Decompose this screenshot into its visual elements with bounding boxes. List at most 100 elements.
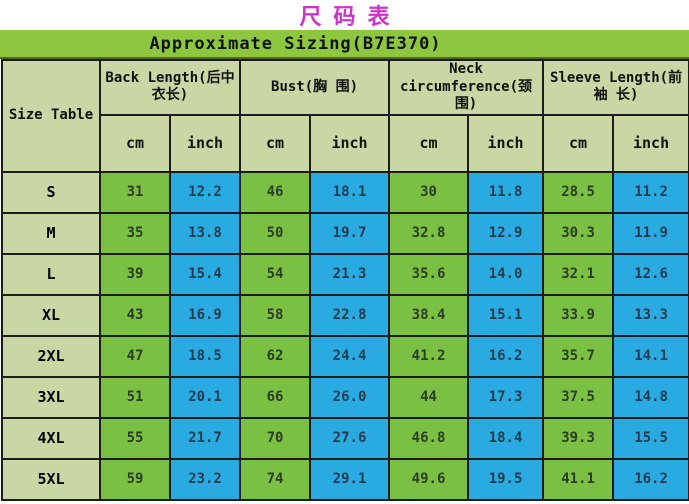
inch-value-cell: 19.5 (467, 457, 545, 501)
unit-header-inch: inch (612, 113, 689, 173)
page-title-bar: 尺码表 (0, 0, 689, 30)
table-unit-row: cm inch cm inch cm inch cm inch (2, 113, 689, 173)
cm-value-cell: 66 (239, 375, 312, 419)
inch-value-cell: 17.3 (467, 375, 545, 419)
cm-value-cell: 30.3 (542, 211, 615, 255)
size-label: L (1, 252, 101, 296)
size-label: M (1, 211, 101, 255)
inch-value-cell: 14.8 (612, 375, 689, 419)
cm-value-cell: 35.7 (542, 334, 615, 378)
table-row: S 31 12.2 46 18.1 30 11.8 28.5 11.2 (1, 170, 689, 214)
cm-value-cell: 33.9 (542, 293, 615, 337)
cm-value-cell: 54 (239, 252, 312, 296)
column-group-bust: Bust(胸 围) (239, 59, 391, 116)
table-row: L 39 15.4 54 21.3 35.6 14.0 32.1 12.6 (1, 252, 689, 296)
cm-value-cell: 47 (99, 334, 171, 378)
inch-value-cell: 12.6 (612, 252, 689, 296)
unit-header-cm: cm (542, 113, 615, 173)
cm-value-cell: 31 (99, 170, 171, 214)
inch-value-cell: 14.0 (467, 252, 545, 296)
table-title: Approximate Sizing(B7E370) (149, 33, 442, 54)
cm-value-cell: 37.5 (542, 375, 615, 419)
size-label: S (1, 170, 101, 214)
cm-value-cell: 70 (239, 416, 312, 460)
inch-value-cell: 29.1 (309, 457, 391, 501)
page-title: 尺码表 (299, 5, 402, 30)
inch-value-cell: 16.9 (168, 293, 242, 337)
inch-value-cell: 13.3 (612, 293, 689, 337)
cm-value-cell: 41.2 (388, 334, 470, 378)
size-table-corner-header: Size Table (1, 59, 101, 173)
table-row: M 35 13.8 50 19.7 32.8 12.9 30.3 11.9 (1, 211, 689, 255)
column-group-back-length: Back Length(后中衣长) (98, 59, 242, 116)
cm-value-cell: 46.8 (388, 416, 470, 460)
cm-value-cell: 55 (99, 416, 171, 460)
inch-value-cell: 11.8 (467, 170, 545, 214)
inch-value-cell: 11.9 (612, 211, 689, 255)
table-header-group-row: Size Table Back Length(后中衣长) Bust(胸 围) N… (1, 59, 689, 173)
inch-value-cell: 14.1 (612, 334, 689, 378)
unit-header-inch: inch (168, 113, 242, 173)
inch-value-cell: 21.3 (309, 252, 391, 296)
size-label: XL (1, 293, 101, 337)
cm-value-cell: 39.3 (542, 416, 615, 460)
unit-header-inch: inch (467, 113, 545, 173)
size-label: 3XL (1, 375, 101, 419)
table-body: S 31 12.2 46 18.1 30 11.8 28.5 11.2 M 35 13.8 50 19.7… (1, 170, 689, 501)
unit-header-cm: cm (388, 113, 470, 173)
inch-value-cell: 18.5 (168, 334, 242, 378)
size-label: 2XL (1, 334, 101, 378)
inch-value-cell: 24.4 (309, 334, 391, 378)
inch-value-cell: 11.2 (612, 170, 689, 214)
cm-value-cell: 58 (239, 293, 312, 337)
table-row: 5XL 59 23.2 74 29.1 49.6 19.5 41.1 16.2 (1, 457, 689, 501)
cm-value-cell: 44 (388, 375, 470, 419)
inch-value-cell: 16.2 (467, 334, 545, 378)
inch-value-cell: 22.8 (309, 293, 391, 337)
inch-value-cell: 18.1 (309, 170, 391, 214)
inch-value-cell: 27.6 (309, 416, 391, 460)
table-row: 3XL 51 20.1 66 26.0 44 17.3 37.5 14.8 (1, 375, 689, 419)
cm-value-cell: 35 (99, 211, 171, 255)
inch-value-cell: 15.4 (168, 252, 242, 296)
cm-value-cell: 38.4 (388, 293, 470, 337)
cm-value-cell: 30 (388, 170, 470, 214)
unit-header-cm: cm (239, 113, 312, 173)
cm-value-cell: 32.8 (388, 211, 470, 255)
inch-value-cell: 16.2 (612, 457, 689, 501)
unit-header-inch: inch (309, 113, 391, 173)
inch-value-cell: 21.7 (168, 416, 242, 460)
cm-value-cell: 59 (99, 457, 171, 501)
cm-value-cell: 41.1 (542, 457, 615, 501)
cm-value-cell: 28.5 (542, 170, 615, 214)
table-row: 4XL 55 21.7 70 27.6 46.8 18.4 39.3 15.5 (1, 416, 689, 460)
inch-value-cell: 19.7 (309, 211, 391, 255)
unit-header-cm: cm (99, 113, 171, 173)
cm-value-cell: 32.1 (542, 252, 615, 296)
inch-value-cell: 13.8 (168, 211, 242, 255)
inch-value-cell: 18.4 (467, 416, 545, 460)
inch-value-cell: 26.0 (309, 375, 391, 419)
column-group-neck-circumference: Neck circumference(颈围) (388, 59, 545, 116)
cm-value-cell: 50 (239, 211, 312, 255)
cm-value-cell: 51 (99, 375, 171, 419)
table-row: 2XL 47 18.5 62 24.4 41.2 16.2 35.7 14.1 (1, 334, 689, 378)
cm-value-cell: 74 (239, 457, 312, 501)
cm-value-cell: 46 (239, 170, 312, 214)
column-group-sleeve-length: Sleeve Length(前袖 长) (542, 59, 689, 116)
table-title-bar: Approximate Sizing(B7E370) (0, 30, 689, 59)
cm-value-cell: 43 (99, 293, 171, 337)
inch-value-cell: 15.1 (467, 293, 545, 337)
inch-value-cell: 15.5 (612, 416, 689, 460)
cm-value-cell: 35.6 (388, 252, 470, 296)
table-row: XL 43 16.9 58 22.8 38.4 15.1 33.9 13.3 (1, 293, 689, 337)
sizing-table: Size Table Back Length(后中衣长) Bust(胸 围) N… (1, 59, 689, 501)
cm-value-cell: 39 (99, 252, 171, 296)
cm-value-cell: 49.6 (388, 457, 470, 501)
inch-value-cell: 23.2 (168, 457, 242, 501)
inch-value-cell: 12.2 (168, 170, 242, 214)
inch-value-cell: 20.1 (168, 375, 242, 419)
inch-value-cell: 12.9 (467, 211, 545, 255)
size-label: 4XL (1, 416, 101, 460)
